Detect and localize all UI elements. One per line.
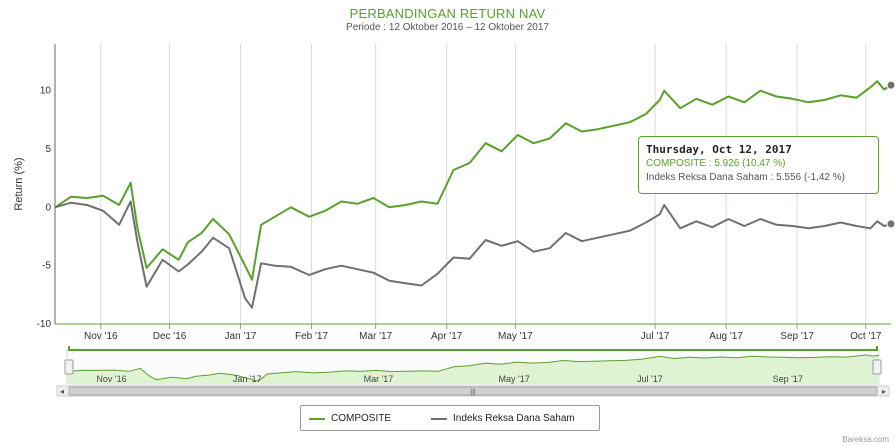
legend-label: Indeks Reksa Dana Saham xyxy=(453,413,575,424)
y-tick-label: -5 xyxy=(42,261,51,272)
scroll-right-arrow-icon: ▸ xyxy=(882,387,886,396)
navigator-x-label: Mar '17 xyxy=(364,374,394,384)
legend-line-icon xyxy=(431,417,447,420)
x-tick-label: Jul '17 xyxy=(641,331,670,342)
tooltip-composite: COMPOSITE : 5.926 (10,47 %) xyxy=(646,158,786,169)
y-axis-title: Return (%) xyxy=(13,157,25,210)
series-line-index[interactable] xyxy=(54,200,892,309)
x-tick-label: Apr '17 xyxy=(431,331,463,342)
y-tick-label: 0 xyxy=(45,202,51,213)
navigator-handle-right[interactable] xyxy=(872,359,882,375)
x-tick-label: Mar '17 xyxy=(359,331,392,342)
navigator-handle-left[interactable] xyxy=(64,359,74,375)
x-tick-label: Oct '17 xyxy=(850,331,882,342)
navigator-x-label: May '17 xyxy=(499,374,530,384)
x-tick-label: Feb '17 xyxy=(295,331,328,342)
x-tick-label: May '17 xyxy=(498,331,533,342)
tooltip: Thursday, Oct 12, 2017 COMPOSITE : 5.926… xyxy=(638,136,879,194)
navigator-area xyxy=(67,354,879,384)
tooltip-date: Thursday, Oct 12, 2017 xyxy=(646,143,792,156)
legend-label: COMPOSITE xyxy=(331,413,392,424)
y-tick-label: -10 xyxy=(37,319,52,330)
chart-title: PERBANDINGAN RETURN NAV xyxy=(349,6,546,21)
navigator-x-label: Jan '17 xyxy=(233,374,262,384)
legend-line-icon xyxy=(309,417,325,420)
tooltip-index: Indeks Reksa Dana Saham : 5.556 (-1,42 %… xyxy=(646,172,845,183)
navigator-x-label: Jul '17 xyxy=(637,374,663,384)
watermark: Bareksa.com xyxy=(842,435,889,444)
scroll-left-arrow-icon: ◂ xyxy=(60,387,64,396)
y-tick-label: 5 xyxy=(45,144,51,155)
legend-item-index[interactable]: Indeks Reksa Dana Saham xyxy=(431,413,575,424)
x-tick-label: Sep '17 xyxy=(780,331,814,342)
legend: COMPOSITE Indeks Reksa Dana Saham xyxy=(300,405,600,431)
hover-marker xyxy=(886,80,895,90)
y-tick-label: 10 xyxy=(40,86,52,97)
navigator-line xyxy=(66,354,880,382)
series-line-composite[interactable] xyxy=(54,80,892,281)
x-tick-label: Jan '17 xyxy=(225,331,257,342)
x-tick-label: Nov '16 xyxy=(84,331,118,342)
chart-subtitle: Periode : 12 Oktober 2016 – 12 Oktober 2… xyxy=(346,22,549,33)
scrollbar-grip-icon: ||| xyxy=(470,389,476,396)
x-tick-label: Dec '16 xyxy=(153,331,187,342)
x-tick-label: Aug '17 xyxy=(709,331,743,342)
hover-marker xyxy=(886,219,895,229)
legend-item-composite[interactable]: COMPOSITE xyxy=(309,413,391,424)
navigator-x-label: Nov '16 xyxy=(96,374,126,384)
scrollbar-thumb[interactable] xyxy=(68,386,878,396)
navigator-x-label: Sep '17 xyxy=(773,374,803,384)
navigator-selection xyxy=(68,346,878,351)
